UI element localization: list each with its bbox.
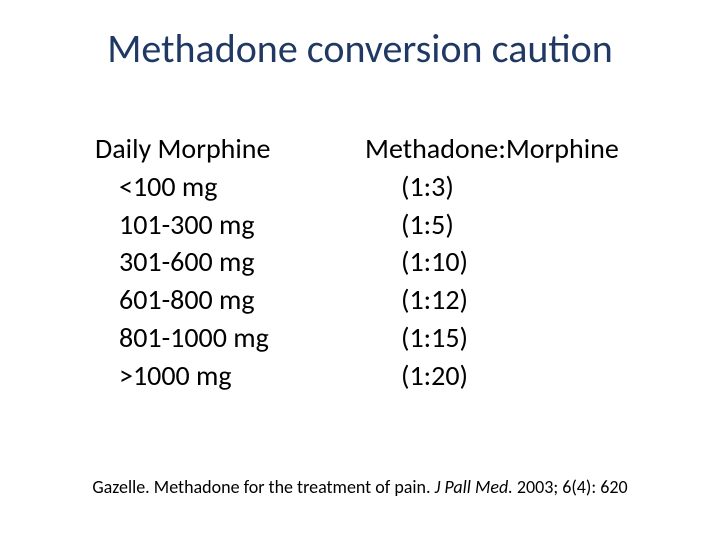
left-column: Daily Morphine <100 mg 101-300 mg 301-60… <box>95 130 355 395</box>
right-column-item: (1:10) <box>365 243 665 281</box>
right-column-item: (1:3) <box>365 168 665 206</box>
left-column-item: 601-800 mg <box>95 281 355 319</box>
left-column-item: 301-600 mg <box>95 243 355 281</box>
right-column-header: Methadone:Morphine <box>365 130 665 168</box>
left-column-item: 101-300 mg <box>95 206 355 244</box>
left-column-item: <100 mg <box>95 168 355 206</box>
right-column-item: (1:5) <box>365 206 665 244</box>
right-column-item: (1:12) <box>365 281 665 319</box>
citation-author-title: Gazelle. Methadone for the treatment of … <box>92 476 434 498</box>
citation-journal: J Pall Med. <box>435 476 513 498</box>
left-column-item: 801-1000 mg <box>95 319 355 357</box>
slide: Methadone conversion caution Daily Morph… <box>0 0 720 540</box>
left-column-header: Daily Morphine <box>95 130 355 168</box>
right-column: Methadone:Morphine (1:3) (1:5) (1:10) (1… <box>365 130 665 395</box>
right-column-item: (1:15) <box>365 319 665 357</box>
body-area: Daily Morphine <100 mg 101-300 mg 301-60… <box>0 130 720 395</box>
right-column-item: (1:20) <box>365 357 665 395</box>
slide-title: Methadone conversion caution <box>0 24 720 73</box>
citation: Gazelle. Methadone for the treatment of … <box>0 476 720 498</box>
citation-year: 2003; 6(4): 620 <box>513 476 628 498</box>
left-column-item: >1000 mg <box>95 357 355 395</box>
